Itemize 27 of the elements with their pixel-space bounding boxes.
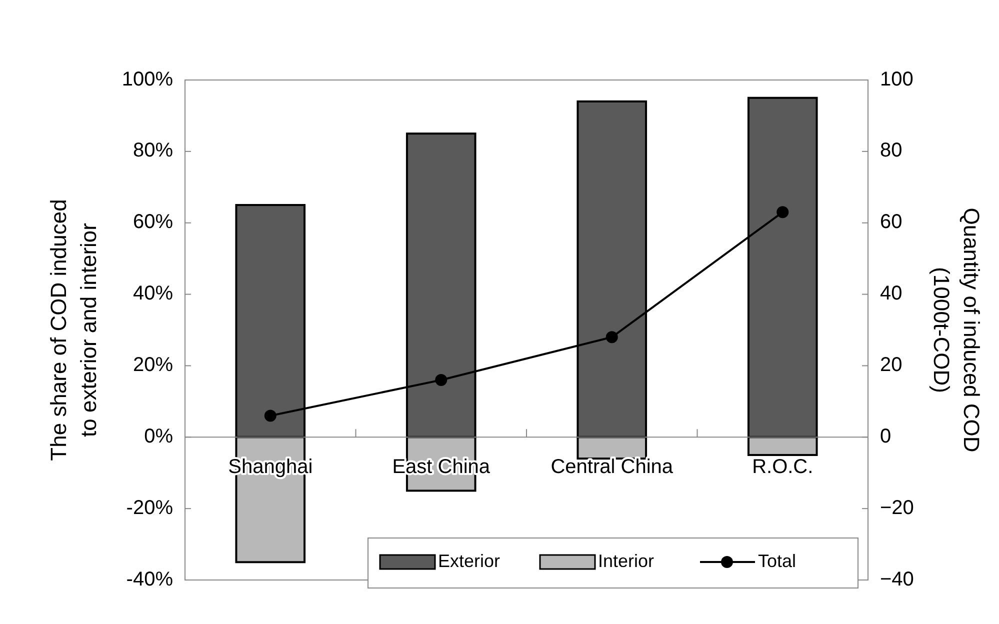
y-tick-label: -20% bbox=[126, 496, 174, 519]
x-tick-label: R.O.C. bbox=[752, 456, 814, 478]
y-axis-title: The share of COD induced to exterior and interior bbox=[46, 199, 101, 461]
y2-tick-label: 60 bbox=[880, 211, 902, 234]
y2-tick-label: 0 bbox=[880, 425, 892, 448]
legend-label: Exterior bbox=[438, 550, 500, 571]
point bbox=[435, 374, 448, 386]
y2-tick-label: −20 bbox=[880, 496, 914, 519]
y-tick-label: 40% bbox=[132, 282, 174, 305]
legend-label: Interior bbox=[598, 550, 654, 571]
point bbox=[606, 331, 618, 344]
point bbox=[776, 206, 789, 218]
y2-tick-label: 100 bbox=[880, 68, 914, 90]
y2-axis-title: Quantity of induced COD (1000t-COD) bbox=[929, 208, 984, 452]
x-tick-label: Central China bbox=[550, 456, 674, 478]
y-tick-label: 60% bbox=[132, 211, 174, 234]
y2-tick-label: 20 bbox=[880, 354, 902, 376]
point bbox=[264, 410, 276, 422]
y2-tick-label: −40 bbox=[880, 568, 914, 590]
y-tick-label: 80% bbox=[132, 140, 174, 162]
y-tick-label: 20% bbox=[132, 354, 174, 376]
y-tick-label: 0% bbox=[144, 425, 174, 448]
y2-tick-label: 40 bbox=[880, 282, 902, 305]
legend-label: Total bbox=[758, 550, 796, 571]
y-tick-label: -40% bbox=[126, 568, 174, 590]
y2-tick-label: 80 bbox=[880, 140, 902, 162]
y-tick-label: 100% bbox=[122, 68, 174, 90]
